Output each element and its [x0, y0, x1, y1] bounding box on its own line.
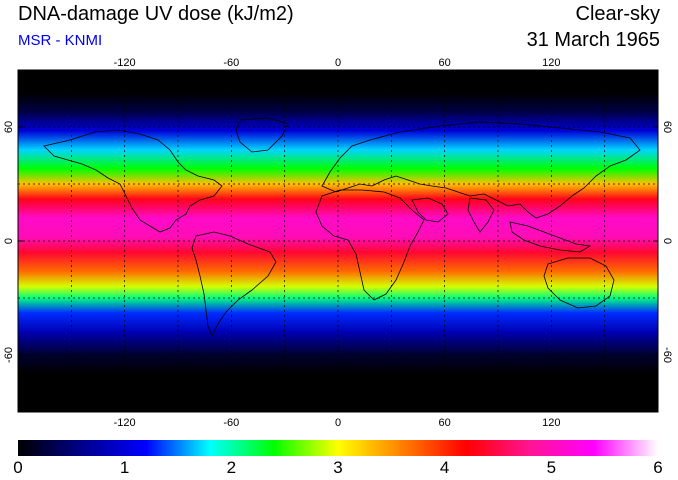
- coastline-arabia: [411, 197, 449, 223]
- lon-tick-label-bottom: -60: [223, 417, 239, 429]
- credit-label: MSR - KNMI: [18, 32, 103, 49]
- lon-tick-label-top: -60: [223, 57, 239, 69]
- lat-tick-label-right: -60: [661, 347, 673, 363]
- lat-tick-label-right: 60: [661, 121, 673, 133]
- coastline-southeast-asia: [509, 221, 592, 253]
- coastline-antarctica: [18, 383, 658, 397]
- lat-tick-label-left: -60: [3, 347, 15, 363]
- lon-tick-label-top: 0: [335, 57, 341, 69]
- lon-tick-label-bottom: -120: [114, 417, 136, 429]
- lon-tick-label-top: 60: [439, 57, 451, 69]
- coastline-europe-asia: [321, 121, 641, 219]
- graticule: [18, 70, 658, 412]
- lon-tick-label-bottom: 120: [542, 417, 560, 429]
- coastline-africa: [315, 189, 425, 301]
- coastlines: [18, 117, 658, 397]
- map-title: DNA-damage UV dose (kJ/m2): [18, 3, 294, 25]
- lon-tick-label-top: 120: [542, 57, 560, 69]
- lat-tick-label-right: 0: [661, 238, 673, 244]
- colorbar-tick-label: 3: [333, 458, 343, 477]
- lon-tick-label-top: -120: [114, 57, 136, 69]
- lon-tick-label-bottom: 0: [335, 417, 341, 429]
- coastline-north-america: [43, 129, 223, 233]
- lat-tick-label-left: 60: [3, 121, 15, 133]
- colorbar-tick-label: 1: [119, 458, 130, 477]
- coastline-south-america: [191, 231, 277, 337]
- lon-tick-label-bottom: 60: [439, 417, 451, 429]
- axis-ticks: -120 -120 -60 -60 0 0 60 60 120 120 60 60 0 0 -60 -60: [3, 57, 673, 429]
- colorbar: [18, 440, 658, 456]
- coastline-greenland: [235, 117, 289, 153]
- colorbar-tick-label: 6: [653, 458, 663, 477]
- date-label: 31 March 1965: [526, 29, 660, 51]
- colorbar-tick-label: 0: [13, 458, 23, 477]
- coastline-india: [467, 197, 495, 233]
- lat-tick-label-left: 0: [3, 238, 15, 244]
- colorbar-tick-label: 5: [546, 458, 557, 477]
- colorbar-tick-label: 4: [439, 458, 450, 477]
- coastline-australia: [543, 257, 615, 309]
- sky-condition-label: Clear-sky: [575, 3, 660, 25]
- colorbar-tick-label: 2: [226, 458, 237, 477]
